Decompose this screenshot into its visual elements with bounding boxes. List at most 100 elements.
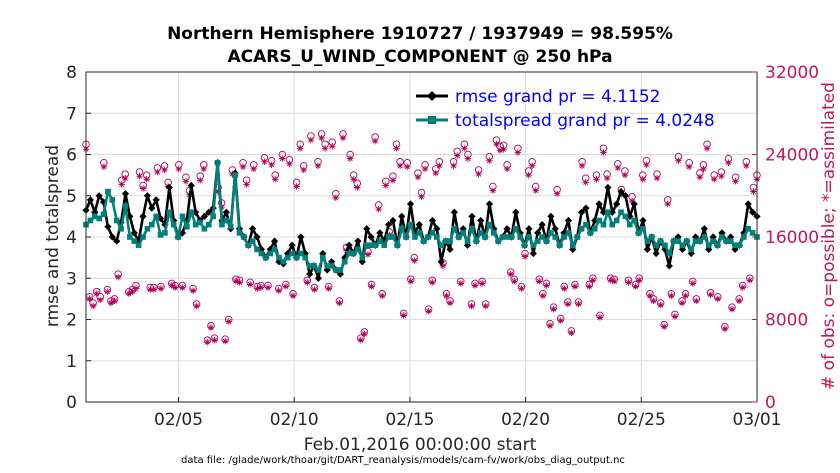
obs-assimilated-point xyxy=(289,292,297,299)
series-layer xyxy=(82,159,761,282)
obs-assimilated-point xyxy=(154,168,161,176)
totalspread-point xyxy=(534,238,541,244)
rmse-point xyxy=(165,183,173,192)
obs-assimilated-point xyxy=(457,280,464,287)
totalspread-point xyxy=(341,258,348,265)
totalspread-point xyxy=(350,250,357,257)
totalspread-point xyxy=(280,258,287,265)
totalspread-point xyxy=(412,234,418,240)
rmse-point xyxy=(143,192,151,200)
totalspread-point xyxy=(162,230,168,236)
obs-assimilated-point xyxy=(750,188,757,195)
obs-assimilated-point xyxy=(718,172,725,180)
totalspread-point xyxy=(223,217,230,224)
obs-assimilated-point xyxy=(525,171,532,179)
totalspread-point xyxy=(442,238,449,244)
totalspread-point xyxy=(249,238,256,244)
totalspread-point xyxy=(337,267,344,273)
totalspread-point xyxy=(591,225,598,232)
obs-assimilated-point xyxy=(514,149,522,156)
rmse-point xyxy=(582,204,590,212)
rmse-point xyxy=(148,204,156,212)
obs-assimilated-point xyxy=(275,287,282,294)
obs-assimilated-point xyxy=(382,182,390,189)
obs-assimilated-point xyxy=(671,313,679,320)
rmse-point xyxy=(652,249,660,258)
obs-assimilated-point xyxy=(586,283,593,290)
obs-assimilated-point xyxy=(414,173,422,181)
totalspread-point xyxy=(434,234,440,240)
obs-assimilated-point xyxy=(589,277,597,284)
obs-assimilated-point xyxy=(157,285,165,292)
totalspread-point xyxy=(271,246,278,253)
legend: rmse grand pr = 4.1152 totalspread grand… xyxy=(416,87,715,131)
obs-assimilated-point xyxy=(546,322,554,329)
obs-assimilated-point xyxy=(200,165,207,173)
rmse-point xyxy=(398,212,406,220)
obs-assimilated-point xyxy=(182,178,190,185)
rmse-point xyxy=(86,196,94,204)
obs-assimilated-point xyxy=(429,279,436,286)
totalspread-point xyxy=(539,234,545,240)
totalspread-point xyxy=(688,246,695,253)
totalspread-point xyxy=(372,242,379,249)
totalspread-point xyxy=(464,238,471,244)
rmse-point xyxy=(385,221,393,229)
totalspread-point xyxy=(552,234,559,240)
obs-assimilated-point xyxy=(147,286,154,293)
obs-assimilated-point xyxy=(97,296,104,304)
obs-assimilated-point xyxy=(179,284,186,291)
totalspread-point xyxy=(263,254,269,261)
totalspread-point xyxy=(324,263,331,269)
obs-assimilated-point xyxy=(657,301,664,309)
obs-assimilated-point xyxy=(279,155,286,162)
rmse-point xyxy=(139,212,147,220)
obs-assimilated-point xyxy=(521,253,529,260)
obs-assimilated-point xyxy=(625,279,632,286)
totalspread-point xyxy=(460,230,466,236)
obs-assimilated-point xyxy=(361,330,368,338)
obs-assimilated-point xyxy=(518,285,525,292)
obs-assimilated-point xyxy=(393,145,400,152)
obs-assimilated-point xyxy=(307,136,315,144)
obs-assimilated-point xyxy=(143,176,150,183)
obs-assimilated-point xyxy=(493,140,500,148)
totalspread-point xyxy=(306,263,313,269)
obs-assimilated-point xyxy=(332,194,340,202)
totalspread-point xyxy=(254,246,260,253)
obs-assimilated-point xyxy=(450,162,457,170)
totalspread-point xyxy=(363,242,370,249)
obs-assimilated-point xyxy=(311,286,318,293)
obs-assimilated-point xyxy=(339,134,347,142)
obs-assimilated-point xyxy=(603,175,611,182)
totalspread-point xyxy=(574,234,580,240)
obs-assimilated-point xyxy=(503,165,511,173)
obs-assimilated-point xyxy=(318,134,325,142)
totalspread-point xyxy=(701,234,708,240)
x-tick-label: 02/25 xyxy=(617,410,666,430)
obs-assimilated-point xyxy=(271,176,279,183)
totalspread-point xyxy=(504,234,510,240)
rmse-point xyxy=(525,225,533,233)
obs-assimilated-point xyxy=(564,300,572,308)
rmse-point xyxy=(446,245,454,253)
totalspread-point xyxy=(609,221,616,228)
totalspread-point xyxy=(289,250,295,257)
totalspread-point xyxy=(618,209,624,216)
totalspread-point xyxy=(565,230,572,236)
obs-assimilated-point xyxy=(254,285,261,292)
rmse-point xyxy=(222,208,230,216)
obs-assimilated-point xyxy=(107,299,115,307)
obs-assimilated-point xyxy=(189,287,197,294)
totalspread-point xyxy=(298,250,304,257)
rmse-point xyxy=(249,225,257,233)
totalspread-point xyxy=(469,225,475,232)
obs-assimilated-point xyxy=(246,281,254,288)
totalspread-point xyxy=(512,225,519,232)
y-left-tick-label: 6 xyxy=(66,146,77,166)
totalspread-point xyxy=(578,225,585,232)
y-left-tick-label: 0 xyxy=(66,393,77,413)
rmse-point xyxy=(477,216,485,225)
obs-assimilated-point xyxy=(461,145,468,152)
